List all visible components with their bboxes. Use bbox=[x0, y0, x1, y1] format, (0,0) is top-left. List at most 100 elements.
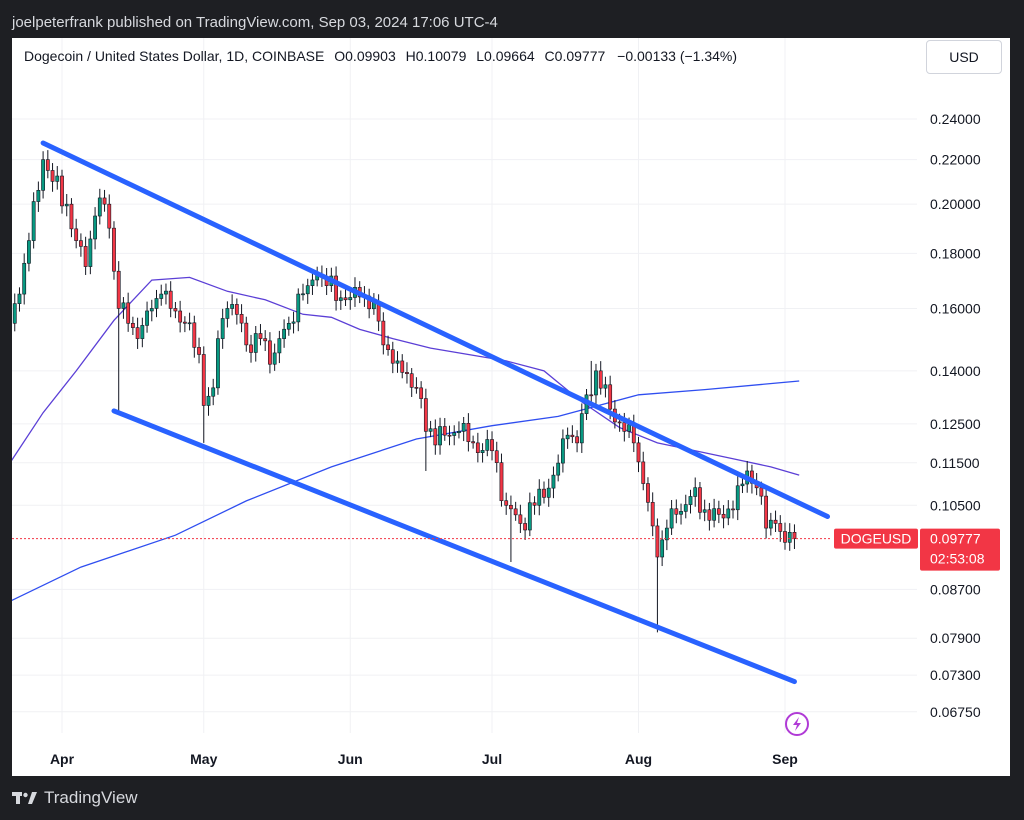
candle bbox=[74, 218, 79, 249]
candle-body bbox=[310, 279, 315, 286]
candle bbox=[79, 233, 83, 257]
trendlines bbox=[40, 140, 831, 685]
candle-body bbox=[140, 325, 145, 339]
candle-body bbox=[461, 422, 466, 432]
candle bbox=[433, 419, 438, 455]
candle-body bbox=[64, 203, 69, 207]
candle-body bbox=[173, 308, 178, 312]
candle bbox=[41, 151, 45, 199]
candle-body bbox=[787, 532, 792, 543]
candle bbox=[116, 261, 121, 413]
price-chart[interactable]: 0.24000 0.22000 0.20000 0.18000 0.16000 0.140… bbox=[12, 38, 1010, 776]
candles bbox=[12, 150, 797, 633]
candle bbox=[561, 429, 565, 473]
candle bbox=[381, 312, 386, 355]
candle bbox=[277, 330, 282, 364]
high-value: H0.10079 bbox=[405, 48, 467, 64]
symbol-legend: Dogecoin / United States Dollar, 1D, COI… bbox=[24, 48, 737, 64]
candle bbox=[286, 316, 291, 336]
candle-body bbox=[565, 434, 570, 440]
candle-body bbox=[409, 373, 414, 388]
candle-body bbox=[433, 428, 438, 446]
candle-body bbox=[598, 370, 603, 389]
candle-body bbox=[234, 304, 239, 315]
moving-average-line bbox=[12, 380, 800, 602]
candle-body bbox=[679, 511, 683, 515]
candle-body bbox=[305, 285, 310, 295]
candle bbox=[192, 315, 197, 358]
candle bbox=[480, 443, 485, 463]
lightning-icon[interactable] bbox=[785, 712, 809, 736]
candle-body bbox=[149, 308, 154, 312]
currency-button[interactable]: USD bbox=[926, 40, 1002, 74]
candle bbox=[428, 420, 433, 438]
candle bbox=[527, 492, 532, 537]
candle bbox=[60, 169, 64, 214]
candle bbox=[674, 499, 679, 524]
candle bbox=[778, 515, 783, 542]
candle-body bbox=[334, 275, 338, 301]
candle-body bbox=[69, 203, 74, 230]
candle bbox=[343, 287, 348, 307]
candle bbox=[390, 341, 395, 374]
candle-body bbox=[622, 422, 627, 432]
candle bbox=[305, 278, 310, 304]
y-tick-label: 0.10500 bbox=[930, 497, 981, 513]
candle bbox=[164, 283, 168, 305]
candle-body bbox=[116, 270, 121, 309]
candle-body bbox=[707, 509, 712, 521]
close-value: C0.09777 bbox=[544, 48, 606, 64]
candle bbox=[457, 421, 461, 439]
candle bbox=[145, 301, 149, 333]
candle-body bbox=[551, 474, 556, 489]
candle-body bbox=[698, 487, 702, 513]
candle bbox=[702, 499, 707, 522]
candle-body bbox=[216, 338, 220, 389]
y-tick-label: 0.07900 bbox=[930, 630, 981, 646]
candle-body bbox=[192, 322, 197, 348]
grid bbox=[12, 38, 917, 733]
footer-brand[interactable]: TradingView bbox=[12, 788, 138, 808]
candle-body bbox=[579, 413, 584, 444]
candle bbox=[726, 500, 731, 526]
candle-body bbox=[88, 238, 93, 267]
candle bbox=[579, 403, 584, 453]
candle bbox=[589, 360, 594, 405]
candle bbox=[655, 518, 660, 633]
candle bbox=[112, 221, 116, 280]
y-tick-label: 0.22000 bbox=[930, 152, 981, 168]
tradingview-logo-icon bbox=[12, 790, 38, 806]
candle bbox=[542, 481, 546, 504]
candle-body bbox=[764, 495, 768, 529]
candle-body bbox=[768, 519, 773, 529]
candle bbox=[45, 150, 50, 179]
candle bbox=[646, 477, 650, 512]
candle-body bbox=[664, 527, 669, 541]
candle-body bbox=[636, 442, 641, 463]
moving-average-line bbox=[12, 276, 800, 476]
y-tick-label: 0.24000 bbox=[930, 111, 981, 127]
candle-body bbox=[386, 344, 390, 350]
candle-body bbox=[225, 308, 230, 319]
candle-body bbox=[145, 310, 149, 326]
candle bbox=[187, 312, 192, 331]
candle-body bbox=[423, 398, 428, 432]
candle-body bbox=[792, 532, 797, 539]
candle bbox=[546, 478, 551, 507]
candle bbox=[107, 194, 112, 239]
candle bbox=[419, 381, 424, 409]
candle bbox=[93, 207, 97, 250]
candle-body bbox=[45, 159, 50, 171]
candle bbox=[348, 291, 353, 310]
candle-body bbox=[537, 488, 542, 506]
candle-body bbox=[575, 436, 579, 444]
candle-body bbox=[641, 461, 646, 484]
candle-body bbox=[716, 508, 721, 515]
candle bbox=[532, 496, 537, 515]
candle bbox=[296, 288, 301, 332]
candle-body bbox=[457, 431, 461, 434]
candle-body bbox=[395, 360, 400, 364]
candle bbox=[716, 500, 721, 524]
candle-body bbox=[206, 395, 211, 406]
candle-body bbox=[12, 303, 17, 324]
